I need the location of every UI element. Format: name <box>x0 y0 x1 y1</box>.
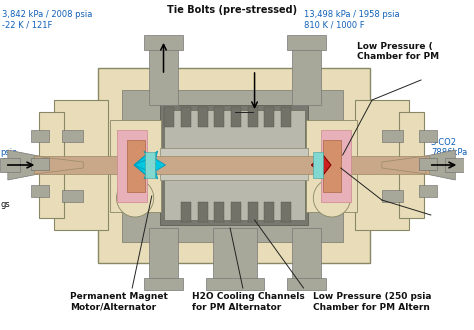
Text: -22 K / 121F: -22 K / 121F <box>2 20 52 29</box>
Bar <box>31 130 49 142</box>
Polygon shape <box>8 150 49 180</box>
Text: Tie Bolts (pre-stressed): Tie Bolts (pre-stressed) <box>167 5 297 15</box>
Text: H2O Cooling Channels: H2O Cooling Channels <box>192 292 305 301</box>
Bar <box>128 140 145 192</box>
Text: -89F: -89F <box>0 158 18 167</box>
Bar <box>31 158 49 170</box>
Bar <box>118 130 147 202</box>
Bar <box>149 228 178 283</box>
Text: 13,498 kPa / 1958 psia: 13,498 kPa / 1958 psia <box>303 10 399 19</box>
Bar <box>198 107 208 127</box>
Text: 3,842 kPa / 2008 psia: 3,842 kPa / 2008 psia <box>2 10 92 19</box>
Polygon shape <box>382 156 426 174</box>
Text: 7886kPa: 7886kPa <box>431 148 467 157</box>
Bar <box>382 130 403 142</box>
Bar <box>122 162 343 242</box>
Bar <box>292 40 321 105</box>
Text: gs: gs <box>0 200 10 209</box>
Bar <box>214 202 224 222</box>
Bar <box>34 156 429 174</box>
Bar <box>281 107 291 127</box>
Bar <box>248 107 257 127</box>
Bar <box>356 100 409 230</box>
Text: 749 K /: 749 K / <box>431 158 460 167</box>
Text: Low Pressure (: Low Pressure ( <box>357 42 433 51</box>
Bar <box>160 148 309 180</box>
Bar <box>206 278 264 290</box>
Bar <box>231 202 241 222</box>
Bar <box>419 185 437 197</box>
Bar <box>400 112 424 218</box>
Bar <box>164 107 174 127</box>
Bar <box>307 120 357 212</box>
Bar <box>160 105 309 225</box>
Bar <box>198 202 208 222</box>
Bar <box>264 202 274 222</box>
Bar <box>323 140 341 192</box>
Bar <box>164 110 304 220</box>
Text: Permanent Magnet: Permanent Magnet <box>71 292 168 301</box>
Bar <box>321 130 350 202</box>
Polygon shape <box>416 150 456 180</box>
Text: Low Pressure (250 psia: Low Pressure (250 psia <box>313 292 432 301</box>
Bar <box>145 152 155 178</box>
Bar <box>62 190 83 202</box>
Text: S-CO2: S-CO2 <box>431 138 457 147</box>
Text: psia: psia <box>0 148 17 157</box>
Bar <box>98 68 370 263</box>
Bar <box>419 130 437 142</box>
Bar <box>39 112 64 218</box>
Bar <box>382 190 403 202</box>
Polygon shape <box>134 155 160 175</box>
Bar <box>144 35 183 50</box>
Bar <box>419 158 437 170</box>
Bar <box>144 278 183 290</box>
Bar <box>149 40 178 105</box>
Polygon shape <box>134 151 165 179</box>
Text: Chamber for PM Altern: Chamber for PM Altern <box>313 303 430 312</box>
Bar <box>264 107 274 127</box>
Bar <box>62 130 83 142</box>
Bar <box>446 158 464 172</box>
Bar <box>31 185 49 197</box>
Ellipse shape <box>313 179 350 217</box>
Bar <box>313 152 323 178</box>
Bar <box>181 202 191 222</box>
Text: 810 K / 1000 F: 810 K / 1000 F <box>303 20 364 29</box>
Bar <box>54 100 108 230</box>
Ellipse shape <box>117 179 154 217</box>
Bar <box>287 35 326 50</box>
Bar <box>231 107 241 127</box>
Polygon shape <box>34 156 83 174</box>
Bar <box>109 120 161 212</box>
Text: Motor/Alternator: Motor/Alternator <box>71 303 156 312</box>
Bar <box>281 202 291 222</box>
Text: for PM Alternator: for PM Alternator <box>192 303 281 312</box>
Polygon shape <box>311 155 331 175</box>
Bar <box>181 107 191 127</box>
Bar <box>122 90 343 170</box>
Bar <box>292 228 321 283</box>
Bar <box>248 202 257 222</box>
Text: Chamber for PM: Chamber for PM <box>357 52 439 61</box>
Bar <box>213 228 256 283</box>
Bar <box>0 158 19 172</box>
Bar <box>214 107 224 127</box>
Bar <box>287 278 326 290</box>
